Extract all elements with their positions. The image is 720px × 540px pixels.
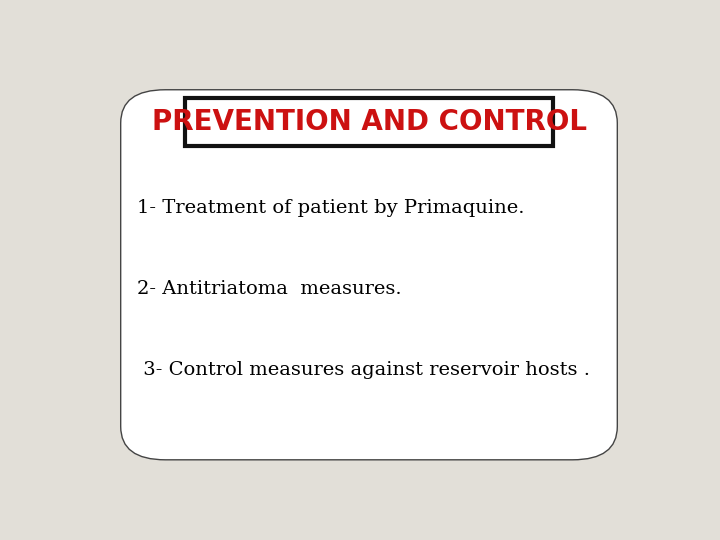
- FancyBboxPatch shape: [185, 98, 553, 146]
- Text: 2- Antitriatoma  measures.: 2- Antitriatoma measures.: [138, 280, 402, 298]
- Text: 1- Treatment of patient by Primaquine.: 1- Treatment of patient by Primaquine.: [138, 199, 525, 217]
- Text: 3- Control measures against reservoir hosts .: 3- Control measures against reservoir ho…: [138, 361, 590, 380]
- FancyBboxPatch shape: [121, 90, 617, 460]
- Text: PREVENTION AND CONTROL: PREVENTION AND CONTROL: [151, 108, 587, 136]
